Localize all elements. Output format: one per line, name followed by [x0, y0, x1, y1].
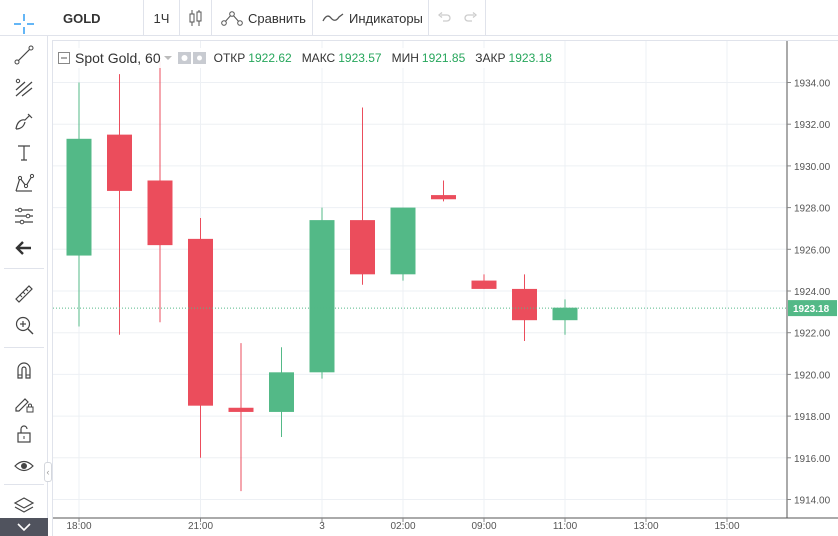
chart-area[interactable]	[52, 40, 838, 536]
object-tree-tool[interactable]	[10, 492, 38, 520]
visibility-tool[interactable]	[10, 452, 38, 480]
high-label: МАКС	[301, 51, 336, 65]
magnet-tool[interactable]	[10, 356, 38, 384]
crosshair-tool[interactable]	[10, 10, 38, 38]
lock-tool[interactable]	[10, 420, 38, 448]
compare-label: Сравнить	[248, 10, 306, 26]
compare-button[interactable]: Сравнить	[212, 0, 313, 36]
trend-line-tool[interactable]	[10, 41, 38, 69]
eye-icon	[14, 460, 34, 472]
toolbar-divider	[4, 484, 44, 485]
close-label: ЗАКР	[475, 51, 506, 65]
undo-icon	[437, 12, 451, 22]
open-label: ОТКР	[213, 51, 246, 65]
ruler-icon	[15, 285, 33, 303]
chevron-down-icon	[17, 523, 31, 532]
toolbar-divider	[4, 347, 44, 348]
top-toolbar: GOLD 1Ч Сравнить Индикаторы	[0, 0, 838, 36]
ruler-tool[interactable]	[10, 280, 38, 308]
toolbar-divider	[4, 268, 44, 269]
brush-icon	[15, 113, 33, 130]
compare-icon	[221, 11, 243, 26]
undo-button[interactable]	[432, 0, 456, 36]
high-value: 1923.57	[338, 51, 382, 65]
brush-tool[interactable]	[10, 107, 38, 135]
chart-type-button[interactable]	[180, 0, 212, 36]
symbol-label: GOLD	[63, 10, 101, 26]
hide-toolbar-handle[interactable]: ‹	[44, 462, 52, 482]
low-label: МИН	[391, 51, 419, 65]
trend-line-icon	[14, 45, 34, 65]
indicators-label: Индикаторы	[349, 10, 423, 26]
indicators-button[interactable]: Индикаторы	[313, 0, 429, 36]
back-tool[interactable]	[10, 234, 38, 262]
prediction-tool[interactable]	[10, 202, 38, 230]
collapse-toolbar-button[interactable]	[0, 518, 48, 536]
chart-legend: Spot Gold, 60 ОТКР 1922.62 МАКС 1923.57 …	[58, 48, 562, 68]
chevron-left-icon: ‹	[46, 467, 50, 477]
left-toolbar	[0, 14, 48, 536]
layers-icon	[13, 497, 35, 513]
redo-button[interactable]	[456, 0, 486, 36]
redo-icon	[463, 12, 477, 22]
lock-drawings-icon	[15, 398, 34, 413]
lock-drawings-tool[interactable]	[10, 388, 38, 416]
interval-button[interactable]: 1Ч	[144, 0, 180, 36]
unlock-icon	[17, 425, 31, 443]
indicators-icon	[322, 13, 344, 22]
prediction-icon	[15, 207, 33, 225]
close-value: 1923.18	[508, 51, 552, 65]
crosshair-icon	[14, 14, 34, 34]
pattern-icon	[15, 173, 35, 192]
visibility-toggle-icon[interactable]	[192, 52, 206, 64]
dropdown-arrow-icon[interactable]	[163, 55, 172, 61]
pattern-tool[interactable]	[10, 170, 38, 198]
open-value: 1922.62	[248, 51, 292, 65]
low-value: 1921.85	[421, 51, 466, 65]
collapse-legend-icon[interactable]	[58, 52, 70, 64]
zoom-tool[interactable]	[10, 311, 38, 339]
legend-title: Spot Gold, 60	[75, 50, 161, 66]
pitchfork-tool[interactable]	[10, 74, 38, 102]
candles-icon	[189, 10, 201, 26]
text-tool[interactable]	[10, 138, 38, 166]
text-icon	[18, 145, 30, 161]
magnet-icon	[17, 362, 31, 379]
interval-label: 1Ч	[153, 10, 170, 26]
pitchfork-icon	[15, 78, 33, 97]
back-arrow-icon	[15, 241, 31, 255]
symbol-search[interactable]: GOLD	[48, 0, 144, 36]
settings-icon[interactable]	[177, 52, 191, 64]
zoom-in-icon	[15, 316, 34, 335]
